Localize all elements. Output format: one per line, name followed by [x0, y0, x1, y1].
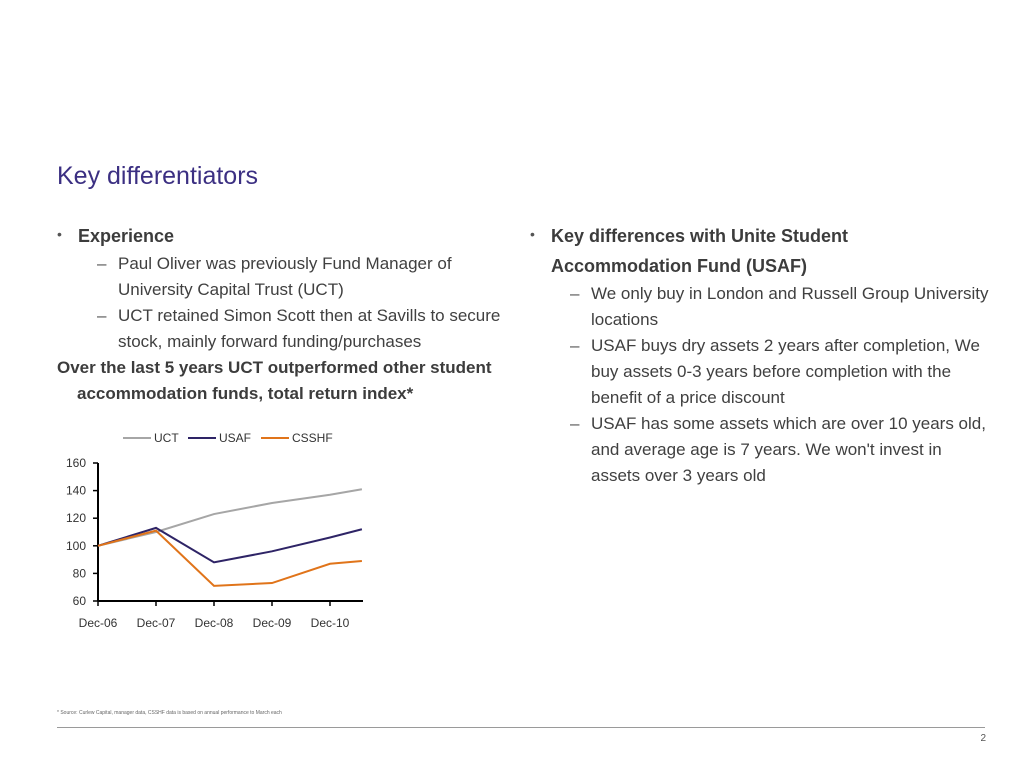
x-tick-label: Dec-07: [137, 616, 176, 630]
sub-bullet-text: USAF buys dry assets 2 years after compl…: [591, 336, 980, 407]
series-line-usaf: [97, 526, 363, 564]
total-return-line-chart: 60 80 100 120 140 160 Dec-06 Dec-07 Dec-08 Dec-09…: [66, 431, 363, 630]
footer-divider: [57, 727, 985, 728]
experience-bullet: • Experience: [57, 221, 507, 251]
legend-label-csshf: CSSHF: [292, 431, 333, 445]
experience-column: • Experience – Paul Oliver was previousl…: [57, 221, 507, 407]
sub-bullet: – USAF has some assets which are over 10…: [530, 411, 990, 489]
dash-marker: –: [570, 336, 580, 355]
x-tick-label: Dec-06: [79, 616, 118, 630]
sub-bullet: – We only buy in London and Russell Grou…: [530, 281, 990, 333]
legend-label-uct: UCT: [154, 431, 179, 445]
series-line-csshf: [97, 529, 362, 587]
slide-title: Key differentiators: [57, 162, 259, 190]
dash-marker: –: [570, 414, 580, 433]
usaf-differences-column: • Key differences with Unite Student Acc…: [530, 221, 990, 489]
sub-bullet-text: USAF has some assets which are over 10 y…: [591, 414, 986, 485]
usaf-heading: Key differences with Unite Student Accom…: [551, 226, 849, 276]
sub-bullet: – Paul Oliver was previously Fund Manage…: [57, 251, 507, 303]
bullet-dot: •: [530, 226, 535, 242]
sub-bullet-text: We only buy in London and Russell Group …: [591, 284, 989, 329]
usaf-bullet: • Key differences with Unite Student Acc…: [530, 221, 990, 281]
dash-marker: –: [97, 254, 107, 273]
y-tick-label: 100: [66, 539, 86, 553]
dash-marker: –: [570, 284, 580, 303]
experience-heading: Experience: [78, 226, 175, 246]
x-tick-label: Dec-08: [195, 616, 234, 630]
series-line-uct: [97, 488, 363, 547]
performance-highlight: Over the last 5 years UCT outperformed o…: [57, 358, 492, 403]
sub-bullet: – USAF buys dry assets 2 years after com…: [530, 333, 990, 411]
legend-label-usaf: USAF: [219, 431, 251, 445]
source-footnote: * Source: Curlew Capital, manager data, …: [57, 710, 282, 716]
sub-bullet-text: Paul Oliver was previously Fund Manager …: [118, 254, 452, 299]
page-number: 2: [980, 733, 986, 744]
y-tick-label: 80: [73, 566, 87, 580]
sub-bullet-text: UCT retained Simon Scott then at Savills…: [118, 306, 501, 351]
y-tick-label: 60: [73, 594, 87, 608]
x-tick-label: Dec-10: [311, 616, 350, 630]
sub-bullet: – UCT retained Simon Scott then at Savil…: [57, 303, 507, 355]
x-tick-label: Dec-09: [253, 616, 292, 630]
dash-marker: –: [97, 306, 107, 325]
bullet-dot: •: [57, 226, 62, 242]
y-tick-label: 140: [66, 484, 86, 498]
y-tick-label: 160: [66, 456, 86, 470]
y-tick-label: 120: [66, 511, 86, 525]
